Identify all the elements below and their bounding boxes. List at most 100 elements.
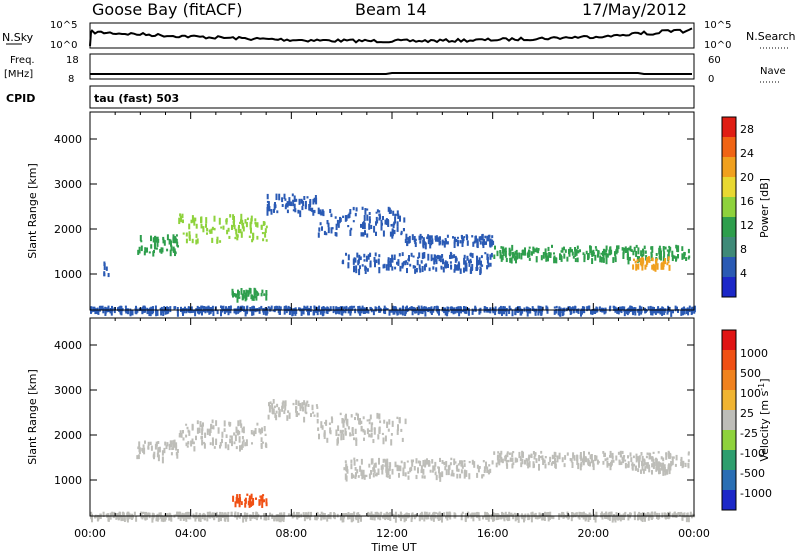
scatter-cell [648, 466, 651, 473]
scatter-cell [252, 512, 255, 519]
scatter-cell [299, 307, 302, 312]
scatter-cell [382, 458, 385, 463]
scatter-cell [407, 258, 410, 261]
scatter-cell [456, 236, 459, 239]
scatter-cell [138, 441, 141, 448]
scatter-cell [252, 237, 255, 241]
scatter-cell [352, 515, 355, 522]
scatter-cell [437, 512, 439, 516]
scatter-cell [203, 514, 206, 521]
scatter-cell [253, 515, 256, 519]
scatter-cell [275, 193, 278, 201]
scatter-cell [336, 438, 339, 446]
scatter-cell [659, 248, 662, 251]
scatter-cell [236, 515, 239, 520]
scatter-cell [629, 245, 632, 252]
scatter-cell [671, 463, 674, 466]
scatter-cell [594, 515, 597, 523]
scatter-cell [355, 265, 358, 271]
scatter-cell [387, 259, 390, 266]
y-tick-label: 1000 [54, 474, 82, 487]
scatter-cell [260, 292, 263, 297]
scatter-cell [97, 515, 100, 519]
scatter-cell [270, 209, 273, 212]
scatter-cell [427, 239, 430, 245]
scatter-cell [169, 306, 172, 313]
scatter-cell [241, 220, 244, 226]
scatter-cell [188, 430, 191, 436]
scatter-cell [670, 309, 673, 317]
scatter-cell [347, 225, 350, 228]
scatter-cell [142, 511, 145, 514]
scatter-cell [687, 459, 690, 463]
scatter-cell [504, 247, 507, 252]
scatter-cell [235, 446, 238, 450]
scatter-cell [309, 207, 312, 212]
scatter-cell [519, 309, 522, 316]
scatter-cell [150, 244, 153, 249]
scatter-cell [490, 252, 493, 258]
scatter-cell [359, 465, 362, 472]
scatter-cell [367, 309, 370, 314]
scatter-cell [630, 249, 633, 252]
scatter-cell [602, 251, 605, 255]
scatter-cell [393, 229, 396, 235]
scatter-cell [202, 226, 205, 233]
scatter-cell [642, 512, 644, 519]
scatter-cell [163, 240, 166, 246]
scatter-cell [482, 460, 485, 463]
scatter-cell [639, 515, 642, 520]
velocity-colorbar-label: Velocity [m s-1] [757, 378, 771, 461]
scatter-cell [452, 472, 455, 477]
scatter-cell [378, 267, 381, 274]
scatter-cell [170, 452, 173, 456]
scatter-cell [528, 461, 531, 468]
scatter-cell [342, 259, 345, 265]
scatter-cell [494, 245, 496, 250]
scatter-cell [640, 514, 643, 522]
scatter-cell [571, 306, 574, 309]
scatter-cell [409, 307, 411, 310]
scatter-cell [671, 513, 674, 516]
scatter-cell [511, 244, 514, 251]
colorbar-swatch [722, 390, 736, 411]
scatter-cell [455, 264, 458, 271]
scatter-cell [551, 244, 553, 248]
scatter-cell [211, 237, 214, 243]
scatter-cell [336, 219, 339, 226]
scatter-cell [664, 469, 667, 476]
scatter-cell [617, 309, 620, 313]
scatter-cell [660, 250, 662, 255]
scatter-cell [434, 515, 437, 519]
scatter-cell [489, 262, 492, 267]
scatter-cell [290, 201, 292, 207]
scatter-cell [669, 246, 672, 251]
scatter-cell [368, 421, 371, 425]
scatter-cell [445, 469, 448, 476]
scatter-cell [648, 452, 651, 460]
scatter-cell [273, 405, 276, 409]
scatter-cell [482, 474, 485, 477]
scatter-cell [453, 307, 456, 311]
scatter-cell [591, 309, 594, 315]
scatter-cell [339, 514, 342, 521]
scatter-cell [528, 249, 530, 252]
scatter-cell [250, 294, 253, 300]
scatter-cell [376, 219, 379, 224]
scatter-cell [464, 515, 467, 521]
scatter-cell [561, 247, 564, 253]
scatter-cell [637, 457, 639, 461]
scatter-cell [565, 515, 568, 519]
scatter-cell [416, 259, 419, 266]
scatter-cell [398, 472, 400, 478]
scatter-cell [600, 511, 603, 514]
scatter-cell [594, 254, 597, 261]
scatter-cell [134, 307, 137, 310]
scatter-cell [242, 426, 245, 434]
scatter-cell [381, 464, 384, 470]
scatter-cell [278, 193, 281, 201]
scatter-cell [603, 249, 606, 256]
scatter-cell [634, 309, 637, 316]
scatter-cell [409, 263, 412, 267]
scatter-cell [253, 307, 256, 311]
